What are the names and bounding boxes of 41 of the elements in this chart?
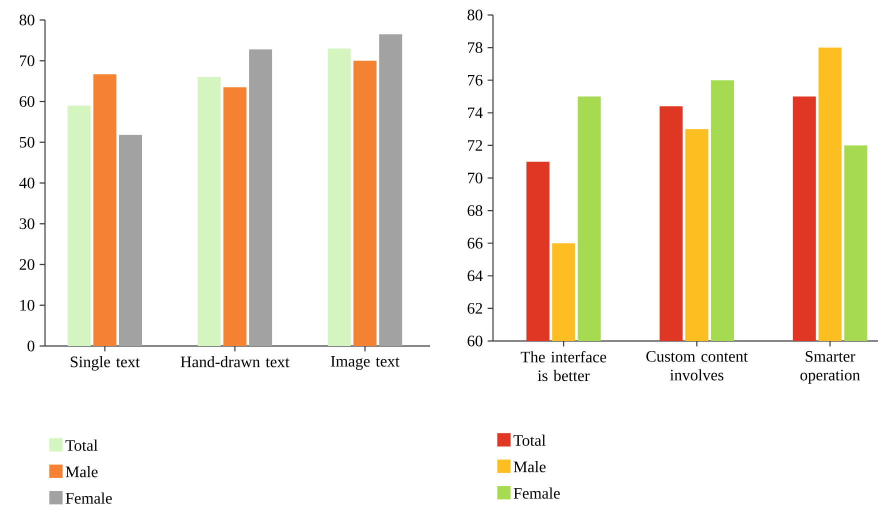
y-tick-label: 76	[468, 74, 482, 86]
x-tick-label: Image text	[330, 356, 400, 370]
bar	[353, 60, 376, 346]
y-tick-label: 62	[468, 303, 482, 314]
y-tick-label: 78	[468, 42, 482, 53]
y-tick-label: 10	[20, 300, 34, 311]
y-tick-label: 68	[468, 205, 482, 216]
y-tick-label: 40	[19, 178, 34, 188]
legend-label: Female	[66, 492, 112, 504]
bar	[68, 106, 91, 346]
y-tick-label: 60	[468, 336, 482, 346]
y-tick-label: 64	[468, 270, 483, 282]
legend-label: Male	[66, 466, 98, 478]
bar	[198, 77, 221, 346]
bar	[379, 34, 402, 346]
y-tick-label: 66	[468, 238, 482, 249]
legend-label: Total	[514, 434, 546, 446]
bar	[328, 48, 351, 346]
x-tick-label: Custom content involves	[646, 351, 748, 380]
y-tick-label: 70	[20, 55, 34, 66]
y-tick-label: 74	[468, 108, 483, 118]
bar	[249, 49, 272, 346]
bar	[119, 134, 142, 346]
x-tick-label: Hand-drawn text	[180, 356, 290, 368]
y-tick-label: 80	[20, 14, 34, 26]
legend-label: Total	[66, 440, 98, 451]
y-tick-label: 20	[20, 259, 34, 270]
y-tick-label: 0	[28, 340, 34, 352]
y-tick-label: 72	[468, 140, 482, 151]
y-tick-label: 30	[20, 218, 34, 230]
y-tick-label: 70	[468, 172, 482, 184]
y-tick-label: 60	[20, 96, 34, 107]
x-tick-label: Smarter operation	[800, 351, 860, 384]
x-tick-label: The interface is better	[520, 351, 606, 382]
legend-label: Female	[514, 487, 560, 499]
x-tick-label: Single text	[70, 356, 140, 371]
bar	[93, 74, 116, 346]
y-tick-label: 50	[20, 136, 34, 148]
legend-label: Male	[514, 461, 546, 472]
bar	[223, 87, 246, 346]
y-tick-label: 80	[468, 10, 482, 20]
